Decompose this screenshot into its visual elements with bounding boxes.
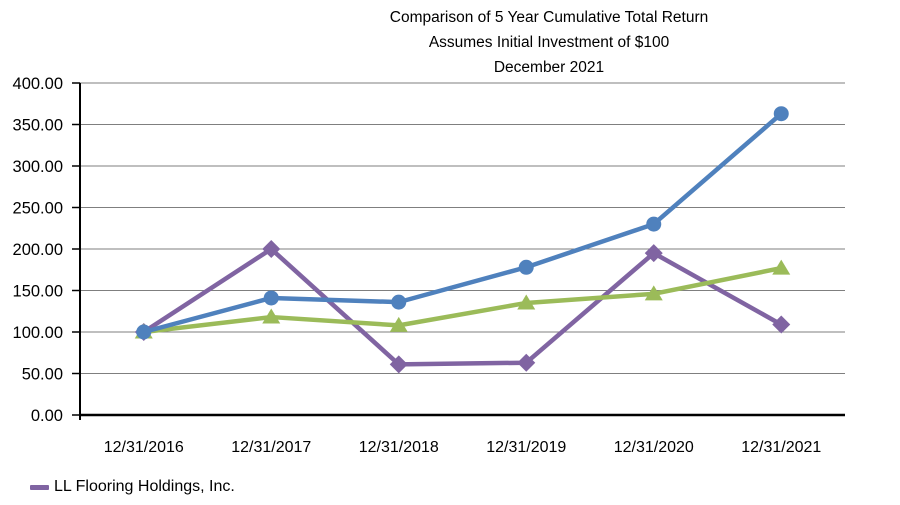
data-point-triangle (389, 316, 408, 332)
data-point-circle (263, 290, 279, 306)
data-point-diamond (389, 355, 408, 374)
data-point-circle (646, 216, 662, 232)
data-point-circle (391, 294, 407, 310)
data-point-triangle (644, 285, 663, 301)
y-axis-label: 0.00 (31, 407, 63, 425)
x-axis-label: 12/31/2020 (614, 439, 694, 456)
chart-title-line-1: Comparison of 5 Year Cumulative Total Re… (389, 9, 709, 26)
x-axis-label: 12/31/2016 (104, 439, 184, 456)
y-axis-label: 300.00 (13, 158, 63, 176)
series-line (141, 246, 784, 367)
data-point-diamond (644, 244, 663, 263)
data-point-circle (773, 106, 789, 122)
data-point-triangle (517, 294, 536, 310)
chart-legend: LL Flooring Holdings, Inc. (30, 478, 235, 496)
y-axis-label: 50.00 (22, 365, 63, 383)
y-axis-label: 150.00 (13, 282, 63, 300)
data-point-diamond (772, 315, 791, 334)
legend-label-ll-flooring: LL Flooring Holdings, Inc. (54, 478, 235, 495)
y-axis-label: 250.00 (13, 199, 63, 217)
x-axis-label: 12/31/2021 (741, 439, 821, 456)
data-point-triangle (772, 259, 791, 275)
y-axis-label: 100.00 (13, 324, 63, 342)
data-point-circle (518, 259, 534, 275)
chart-title: Comparison of 5 Year Cumulative Total Re… (299, 5, 799, 80)
y-axis-label: 400.00 (13, 75, 63, 93)
chart-title-line-3: December 2021 (493, 59, 605, 76)
data-point-diamond (262, 240, 281, 258)
data-point-circle (136, 324, 152, 340)
data-point-triangle (262, 308, 281, 324)
x-axis-label: 12/31/2017 (231, 439, 311, 456)
x-axis-label: 12/31/2019 (486, 439, 566, 456)
y-axis-label: 200.00 (13, 241, 63, 259)
data-point-diamond (517, 353, 536, 372)
series-line (141, 265, 784, 335)
chart-title-line-2: Assumes Initial Investment of $100 (428, 34, 670, 51)
y-axis-label: 350.00 (13, 116, 63, 134)
x-axis-label: 12/31/2018 (359, 439, 439, 456)
legend-swatch-ll-flooring (30, 484, 49, 490)
series-line (141, 111, 784, 335)
